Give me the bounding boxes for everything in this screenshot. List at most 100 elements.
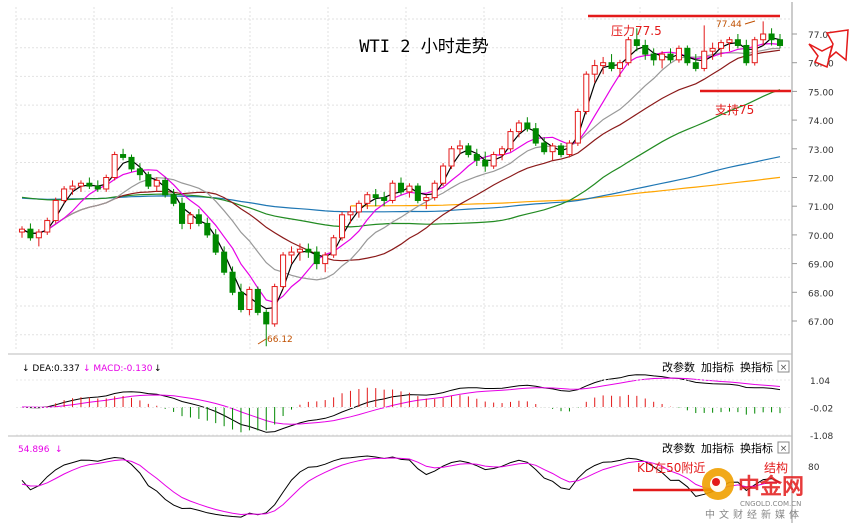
chart-title: WTI 2 小时走势 — [359, 37, 488, 57]
low-pointer — [257, 338, 267, 345]
candle-body — [490, 154, 497, 167]
candle-body — [751, 39, 758, 64]
candle-body — [600, 62, 607, 67]
candle-body — [221, 251, 228, 273]
candle-body — [389, 182, 396, 201]
candle-body — [760, 33, 767, 41]
candle-body — [743, 44, 750, 64]
candle-body — [406, 185, 413, 193]
k-line — [21, 455, 781, 518]
candle-body — [440, 165, 447, 184]
candle-body — [625, 39, 632, 64]
resistance-label: 压力77.5 — [611, 24, 662, 38]
macd-switch-indicator-button[interactable]: 换指标 — [740, 360, 773, 374]
candle-body — [776, 39, 784, 46]
candle-body — [322, 254, 329, 265]
candle-body — [153, 179, 160, 187]
candle-body — [718, 42, 725, 49]
price-tick-label: 73.00 — [808, 146, 834, 156]
candle-body — [145, 174, 152, 187]
candle-body — [35, 231, 42, 239]
candle-body — [111, 154, 118, 178]
candle-body — [650, 53, 657, 61]
macd-change-params-button[interactable]: 改参数 — [662, 360, 695, 374]
ma5-line — [21, 37, 781, 310]
candle-body — [482, 159, 489, 167]
kd-add-indicator-button[interactable]: 加指标 — [701, 441, 734, 455]
cngold-logo-dot — [712, 478, 720, 486]
candle-body — [18, 228, 26, 233]
high-marker: 77.44 — [716, 20, 756, 30]
candle-body — [667, 53, 674, 61]
candle-body — [27, 228, 34, 239]
macd-add-indicator-button[interactable]: 加指标 — [701, 360, 734, 374]
candle-body — [675, 47, 682, 61]
macd-axis: 1.04 -0.02 -1.08 — [16, 377, 834, 442]
candle-body — [339, 214, 346, 239]
candle-body — [347, 211, 354, 216]
candle-body — [515, 122, 522, 133]
kd-tick-80: 80 — [808, 463, 820, 473]
candle-body — [431, 182, 438, 199]
candle-body — [532, 128, 539, 144]
candle-body — [423, 197, 430, 201]
candle-body — [229, 271, 236, 293]
candle-body — [355, 202, 362, 213]
candle-body — [768, 33, 775, 41]
price-tick-label: 69.00 — [808, 261, 834, 271]
watermark-site: CNGOLD.COM.CN — [740, 500, 801, 508]
macd-tick-label: 1.04 — [810, 377, 830, 387]
candle-body — [381, 197, 388, 201]
d-line — [21, 457, 780, 516]
candle-body — [86, 182, 93, 187]
candle-body — [659, 53, 666, 61]
candle-body — [726, 39, 733, 44]
price-tick-label: 75.00 — [808, 88, 834, 98]
kd-change-params-button[interactable]: 改参数 — [662, 441, 695, 455]
candle-body — [414, 185, 421, 201]
candle-body — [280, 254, 287, 288]
candle-body — [195, 214, 202, 224]
candle-body — [524, 122, 531, 130]
kd-legend-arrow: ↓ — [55, 445, 63, 455]
candle-body — [120, 154, 127, 158]
candle-body — [616, 62, 624, 69]
candle-body — [499, 148, 506, 156]
candle-body — [204, 222, 211, 236]
candle-body — [583, 73, 590, 112]
price-tick-label: 74.00 — [808, 117, 834, 127]
price-axis: 77.0076.0075.0074.0073.0072.0071.0070.00… — [792, 31, 834, 328]
low-marker: 66.12 — [257, 335, 293, 345]
macd-legend: ↓ DEA:0.337 ↓ MACD:-0.130 ↓ — [22, 364, 162, 374]
candle-body — [692, 62, 699, 69]
ma10-line — [21, 42, 781, 303]
macd-close-button[interactable] — [777, 360, 790, 373]
ma250-line — [350, 176, 781, 207]
macd-legend-value: ↓ MACD:-0.130 — [83, 364, 153, 374]
price-tick-label: 71.00 — [808, 203, 834, 213]
close-icon: × — [780, 363, 788, 373]
kd-switch-indicator-button[interactable]: 换指标 — [740, 441, 773, 455]
candle-body — [288, 251, 295, 256]
moving-average-lines — [21, 37, 781, 310]
kd-toolbar: 改参数 加指标 换指标 × — [662, 441, 790, 455]
high-pointer — [744, 20, 756, 25]
kd-legend: 54.896 ↓ — [18, 445, 63, 455]
price-tick-label: 70.00 — [808, 232, 834, 242]
dea-legend: ↓ DEA:0.337 — [22, 364, 80, 374]
candle-body — [364, 194, 371, 204]
candle-body — [709, 47, 716, 52]
candle-body — [103, 177, 110, 190]
candle-body — [305, 248, 312, 253]
macd-tick-label: -1.08 — [810, 432, 834, 442]
kd-lines — [21, 455, 781, 518]
low-label: 66.12 — [267, 335, 293, 345]
macd-histogram — [29, 387, 781, 433]
candle-body — [52, 199, 59, 222]
price-tick-label: 72.00 — [808, 175, 834, 185]
watermark: 中金网 CNGOLD.COM.CN 中文财经新媒体 — [702, 468, 804, 521]
kd-close-button[interactable] — [777, 441, 790, 454]
candle-body — [212, 234, 219, 253]
price-tick-label: 77.00 — [808, 31, 834, 41]
